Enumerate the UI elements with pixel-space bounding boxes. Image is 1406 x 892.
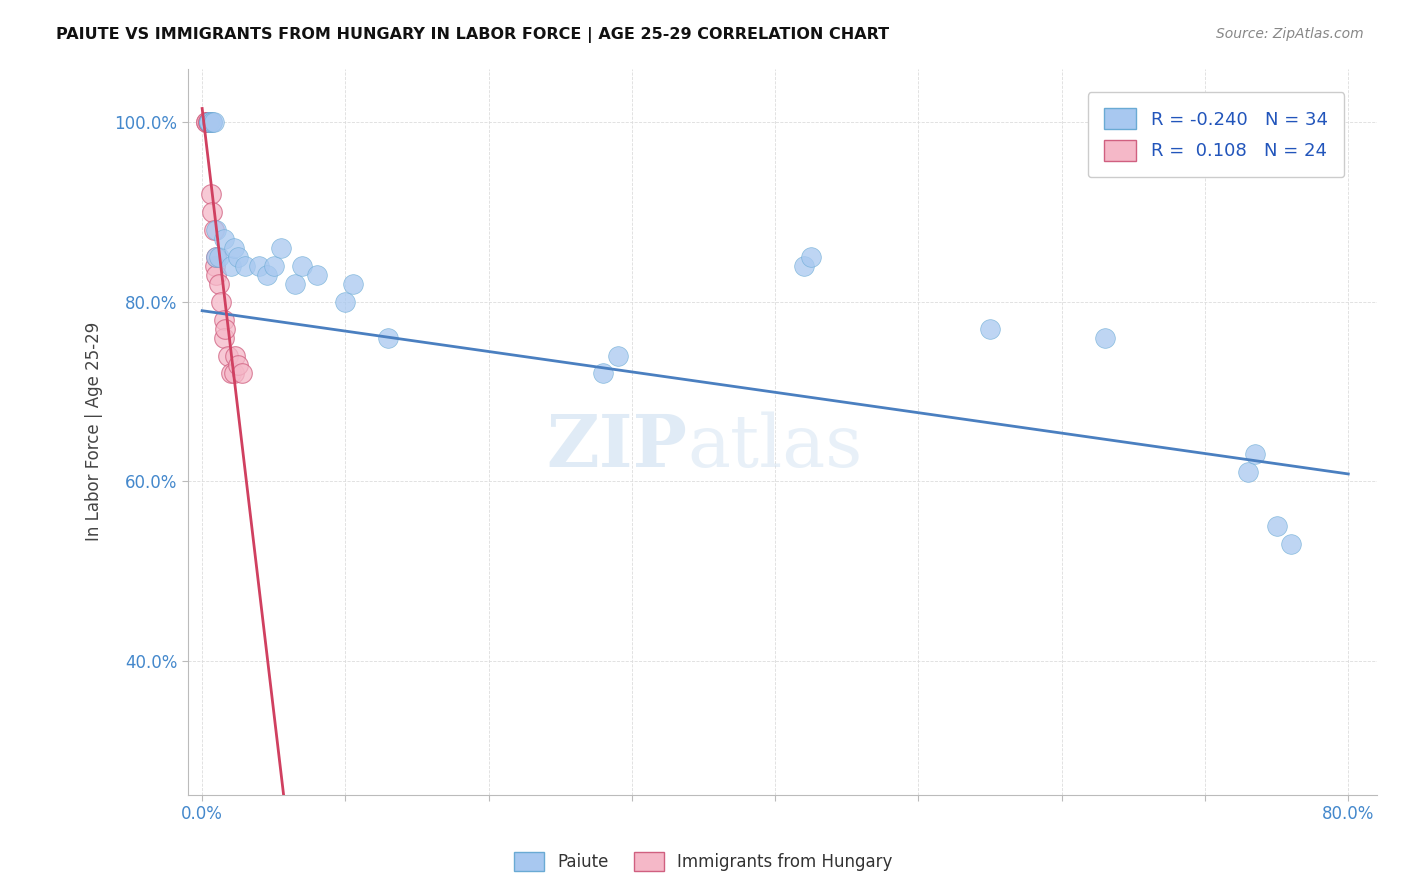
Point — [197, 115, 219, 129]
Point — [198, 115, 221, 129]
Point — [217, 349, 239, 363]
Point — [231, 367, 253, 381]
Point — [204, 259, 226, 273]
Point — [606, 349, 628, 363]
Point — [335, 294, 357, 309]
Point — [219, 259, 242, 273]
Point — [224, 349, 246, 363]
Point — [205, 223, 228, 237]
Point — [226, 250, 249, 264]
Point — [198, 115, 221, 129]
Point — [1237, 465, 1260, 479]
Point — [198, 115, 221, 129]
Point — [1279, 537, 1302, 551]
Point — [198, 115, 221, 129]
Point — [222, 241, 245, 255]
Point — [233, 259, 256, 273]
Point — [1094, 330, 1116, 344]
Point — [263, 259, 285, 273]
Point — [1265, 519, 1288, 533]
Point — [202, 115, 225, 129]
Point — [222, 367, 245, 381]
Point — [209, 294, 232, 309]
Point — [226, 358, 249, 372]
Point — [256, 268, 278, 282]
Point — [342, 277, 364, 291]
Y-axis label: In Labor Force | Age 25-29: In Labor Force | Age 25-29 — [86, 322, 103, 541]
Point — [270, 241, 292, 255]
Point — [1244, 447, 1267, 461]
Point — [305, 268, 328, 282]
Point — [592, 367, 614, 381]
Legend: Paiute, Immigrants from Hungary: Paiute, Immigrants from Hungary — [506, 843, 900, 880]
Point — [205, 268, 228, 282]
Point — [195, 115, 218, 129]
Point — [205, 250, 228, 264]
Text: PAIUTE VS IMMIGRANTS FROM HUNGARY IN LABOR FORCE | AGE 25-29 CORRELATION CHART: PAIUTE VS IMMIGRANTS FROM HUNGARY IN LAB… — [56, 27, 890, 43]
Point — [212, 312, 235, 326]
Point — [212, 232, 235, 246]
Point — [208, 277, 231, 291]
Point — [291, 259, 314, 273]
Point — [249, 259, 271, 273]
Point — [212, 330, 235, 344]
Point — [800, 250, 823, 264]
Legend: R = -0.240   N = 34, R =  0.108   N = 24: R = -0.240 N = 34, R = 0.108 N = 24 — [1088, 92, 1344, 178]
Point — [198, 115, 221, 129]
Text: Source: ZipAtlas.com: Source: ZipAtlas.com — [1216, 27, 1364, 41]
Point — [198, 115, 221, 129]
Point — [201, 205, 224, 219]
Point — [201, 115, 224, 129]
Point — [979, 321, 1001, 335]
Point — [377, 330, 399, 344]
Point — [219, 367, 242, 381]
Point — [284, 277, 307, 291]
Point — [214, 321, 236, 335]
Point — [208, 250, 231, 264]
Point — [195, 115, 218, 129]
Point — [197, 115, 219, 129]
Point — [793, 259, 815, 273]
Point — [205, 250, 228, 264]
Point — [202, 223, 225, 237]
Text: atlas: atlas — [688, 411, 863, 482]
Point — [201, 115, 224, 129]
Text: ZIP: ZIP — [547, 411, 688, 482]
Point — [200, 187, 222, 202]
